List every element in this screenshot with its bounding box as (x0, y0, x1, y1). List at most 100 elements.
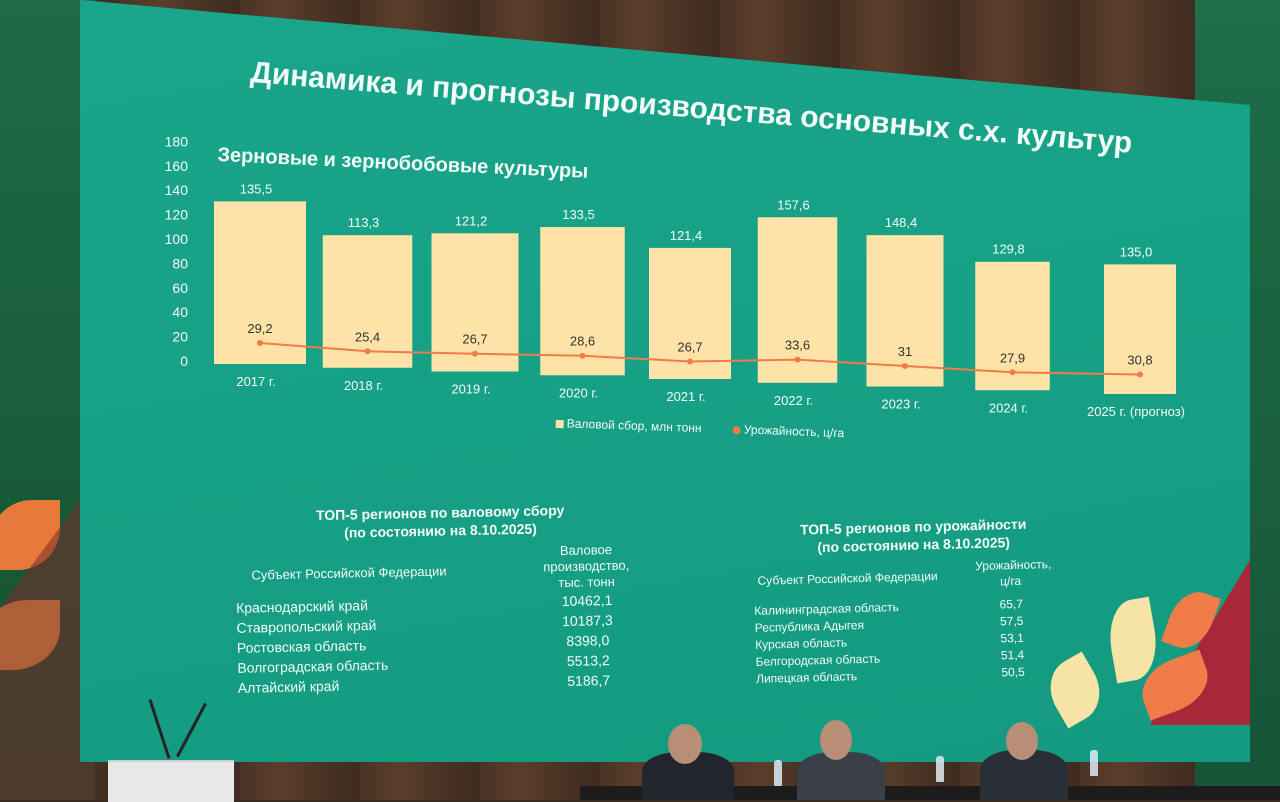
y-tick-label: 180 (165, 133, 189, 149)
line-value-label: 28,6 (570, 334, 595, 349)
water-bottle (1090, 750, 1098, 776)
region-name: Волгоградская область (237, 656, 389, 676)
bar-value-label: 157,6 (777, 197, 810, 212)
water-bottle (774, 760, 782, 786)
line-point (472, 350, 478, 357)
chart-bar (214, 201, 306, 364)
region-value: 5513,2 (566, 652, 610, 669)
chart-bar (866, 235, 944, 387)
region-name: Белгородская область (755, 651, 881, 669)
bar-value-label: 135,0 (1120, 244, 1153, 259)
top-gross-col-subject: Субъект Российской Федерации (251, 563, 447, 583)
y-tick-label: 60 (172, 280, 188, 296)
region-name: Курская область (755, 635, 848, 652)
bar-value-label: 148,4 (885, 215, 918, 230)
line-value-label: 29,2 (247, 321, 272, 336)
speaker-head (668, 724, 702, 764)
region-name: Ставропольский край (236, 616, 377, 636)
chart-bar (540, 227, 625, 376)
line-value-label: 30,8 (1127, 353, 1152, 368)
region-name: Липецкая область (755, 669, 858, 686)
y-tick-label: 160 (165, 158, 189, 174)
y-tick-label: 20 (172, 329, 188, 345)
x-tick-label: 2024 г. (989, 400, 1028, 415)
x-tick-label: 2025 г. (прогноз) (1087, 404, 1185, 419)
y-tick-label: 140 (165, 182, 189, 198)
region-name: Республика Адыгея (754, 618, 865, 635)
region-value: 51,4 (1000, 647, 1025, 663)
line-value-label: 26,7 (677, 339, 702, 354)
bar-value-label: 121,4 (670, 228, 703, 243)
legend-bar-swatch (555, 419, 564, 429)
top-gross-col-value-line3: тыс. тонн (558, 573, 615, 591)
chart-bar (975, 261, 1050, 391)
speaker-head (1006, 722, 1038, 760)
slide-leaf-decoration (1038, 560, 1250, 729)
region-value: 53,1 (1000, 630, 1024, 646)
region-value: 10187,3 (561, 612, 613, 630)
speaker-head (820, 720, 852, 760)
region-value: 50,5 (1001, 664, 1025, 680)
bar-value-label: 135,5 (240, 181, 273, 196)
region-value: 65,7 (999, 596, 1024, 612)
line-point (579, 352, 586, 359)
line-point (364, 348, 371, 355)
bar-value-label: 133,5 (562, 207, 595, 222)
x-tick-label: 2022 г. (774, 393, 813, 408)
region-value: 8398,0 (566, 632, 610, 649)
legend-line-swatch (732, 426, 741, 435)
line-point (902, 363, 908, 369)
line-value-label: 27,9 (1000, 350, 1025, 365)
panel-table (580, 786, 1280, 800)
chart-bar (649, 247, 731, 379)
left-wall-panel (0, 0, 95, 800)
top-gross-col-value: Валовое производство, тыс. тонн (531, 541, 642, 591)
line-point (794, 356, 801, 363)
podium (108, 760, 234, 802)
top-yield-col-subject: Субъект Российской Федерации (757, 569, 938, 588)
top-gross-col-value-line2: производство, (543, 557, 630, 575)
bar-value-label: 121,2 (455, 213, 488, 228)
bar-value-label: 129,8 (992, 242, 1025, 257)
x-tick-label: 2017 г. (236, 374, 275, 389)
chart-bar (322, 235, 413, 368)
top-yield-col-value-line1: Урожайность, (975, 557, 1052, 574)
y-tick-label: 120 (165, 207, 189, 223)
x-tick-label: 2020 г. (559, 385, 598, 400)
top-gross-heading: ТОП-5 регионов по валовому сбору (по сос… (230, 499, 651, 544)
x-tick-label: 2019 г. (451, 382, 490, 397)
region-name: Ростовская область (236, 637, 367, 656)
top-gross-header-row: Субъект Российской Федерации Валовое про… (231, 541, 652, 600)
top-gross-table: ТОП-5 регионов по валовому сбору (по сос… (230, 499, 654, 700)
region-value: 57,5 (999, 613, 1024, 629)
top-yield-heading: ТОП-5 регионов по урожайности (по состоя… (748, 513, 1079, 558)
chart-bar (757, 217, 838, 383)
line-point (1137, 371, 1143, 378)
region-value: 10462,1 (561, 592, 613, 610)
top-yield-col-value: Урожайность, ц/га (975, 556, 1052, 590)
water-bottle (936, 756, 944, 782)
x-tick-label: 2023 г. (881, 397, 920, 412)
chart-bar (431, 233, 519, 372)
line-point (687, 358, 693, 365)
y-tick-label: 80 (172, 255, 188, 271)
top-yield-col-value-line2: ц/га (999, 573, 1022, 589)
y-tick-label: 40 (172, 304, 188, 320)
x-tick-label: 2018 г. (344, 378, 383, 393)
region-value: 5186,7 (567, 672, 611, 689)
line-value-label: 26,7 (462, 332, 487, 347)
line-value-label: 25,4 (355, 329, 380, 344)
bar-value-label: 113,3 (348, 215, 380, 230)
y-tick-label: 0 (180, 353, 188, 369)
x-tick-label: 2021 г. (666, 389, 705, 404)
region-name: Калининградская область (754, 600, 899, 618)
line-value-label: 31 (898, 344, 912, 359)
top-yield-table: ТОП-5 регионов по урожайности (по состоя… (748, 513, 1082, 689)
line-point (1009, 369, 1016, 376)
region-name: Краснодарский край (235, 597, 369, 616)
projection-screen (80, 0, 1250, 762)
line-point (257, 339, 263, 346)
speaker-person (797, 752, 885, 800)
y-tick-label: 100 (165, 231, 189, 247)
